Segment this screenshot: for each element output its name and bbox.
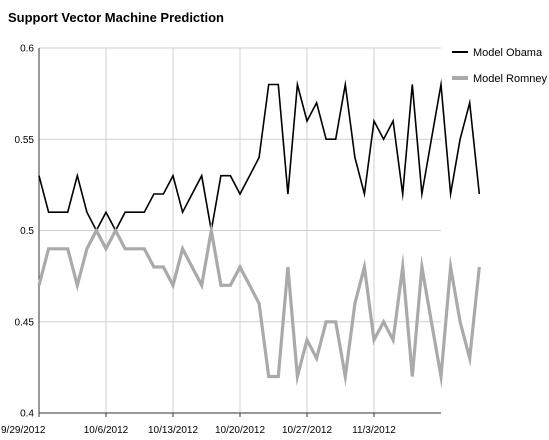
- x-axis-ticks: 9/29/2012 10/6/2012 10/13/2012 10/20/2012 10…: [1, 413, 396, 436]
- series-lines: [37, 78, 481, 389]
- y-axis-ticks: 0.4 0.45 0.5 0.55 0.6: [15, 44, 35, 420]
- x-tick-label: 10/6/2012: [84, 425, 129, 436]
- chart-title: Support Vector Machine Prediction: [8, 10, 224, 25]
- y-tick-label: 0.4: [20, 409, 34, 420]
- grid-lines: [38, 47, 441, 414]
- legend: Model Obama Model Romney: [452, 47, 547, 85]
- legend-label: Model Romney: [473, 73, 547, 85]
- legend-label: Model Obama: [473, 47, 543, 59]
- y-tick-label: 0.5: [20, 226, 34, 237]
- series-line-model-romney: [37, 221, 481, 389]
- x-tick-label: 11/3/2012: [352, 425, 396, 436]
- y-tick-label: 0.55: [15, 135, 35, 146]
- x-tick-label: 10/27/2012: [282, 425, 332, 436]
- x-tick-label: 9/29/2012: [1, 425, 46, 436]
- y-tick-label: 0.45: [15, 317, 35, 328]
- series-line-model-obama: [38, 78, 481, 236]
- y-tick-label: 0.6: [20, 44, 34, 55]
- x-tick-label: 10/20/2012: [215, 425, 265, 436]
- x-tick-label: 10/13/2012: [148, 425, 198, 436]
